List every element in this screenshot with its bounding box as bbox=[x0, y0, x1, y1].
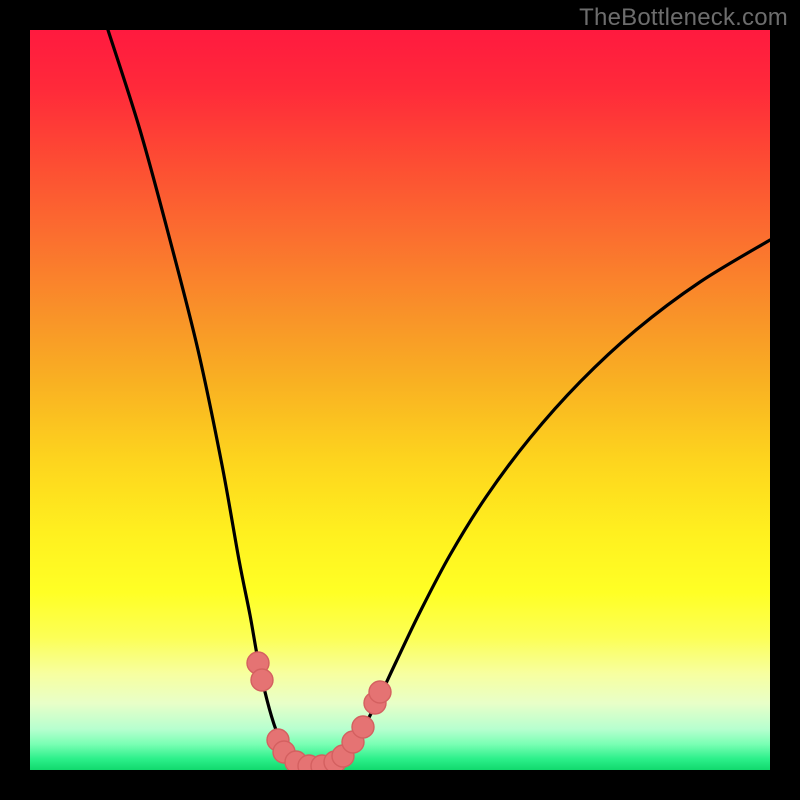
data-marker bbox=[251, 669, 273, 691]
chart-frame: TheBottleneck.com bbox=[0, 0, 800, 800]
watermark-text: TheBottleneck.com bbox=[579, 4, 788, 32]
chart-svg bbox=[0, 0, 800, 800]
data-marker bbox=[352, 716, 374, 738]
data-marker bbox=[369, 681, 391, 703]
plot-background bbox=[30, 30, 770, 770]
